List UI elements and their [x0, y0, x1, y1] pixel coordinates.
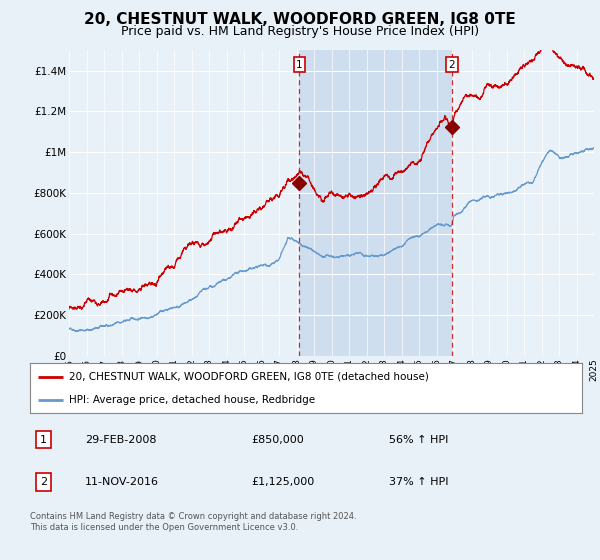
Text: 1: 1	[40, 435, 47, 445]
Text: 56% ↑ HPI: 56% ↑ HPI	[389, 435, 448, 445]
Text: 2: 2	[40, 477, 47, 487]
Text: Price paid vs. HM Land Registry's House Price Index (HPI): Price paid vs. HM Land Registry's House …	[121, 25, 479, 38]
Text: £850,000: £850,000	[251, 435, 304, 445]
Text: £1,125,000: £1,125,000	[251, 477, 314, 487]
Text: Contains HM Land Registry data © Crown copyright and database right 2024.
This d: Contains HM Land Registry data © Crown c…	[30, 512, 356, 532]
Bar	[299, 50, 452, 356]
Text: 11-NOV-2016: 11-NOV-2016	[85, 477, 159, 487]
Text: 37% ↑ HPI: 37% ↑ HPI	[389, 477, 448, 487]
Text: 20, CHESTNUT WALK, WOODFORD GREEN, IG8 0TE (detached house): 20, CHESTNUT WALK, WOODFORD GREEN, IG8 0…	[68, 372, 428, 382]
Text: 29-FEB-2008: 29-FEB-2008	[85, 435, 157, 445]
Text: 2: 2	[448, 59, 455, 69]
Text: 1: 1	[296, 59, 303, 69]
Text: HPI: Average price, detached house, Redbridge: HPI: Average price, detached house, Redb…	[68, 395, 315, 405]
Text: 20, CHESTNUT WALK, WOODFORD GREEN, IG8 0TE: 20, CHESTNUT WALK, WOODFORD GREEN, IG8 0…	[84, 12, 516, 27]
